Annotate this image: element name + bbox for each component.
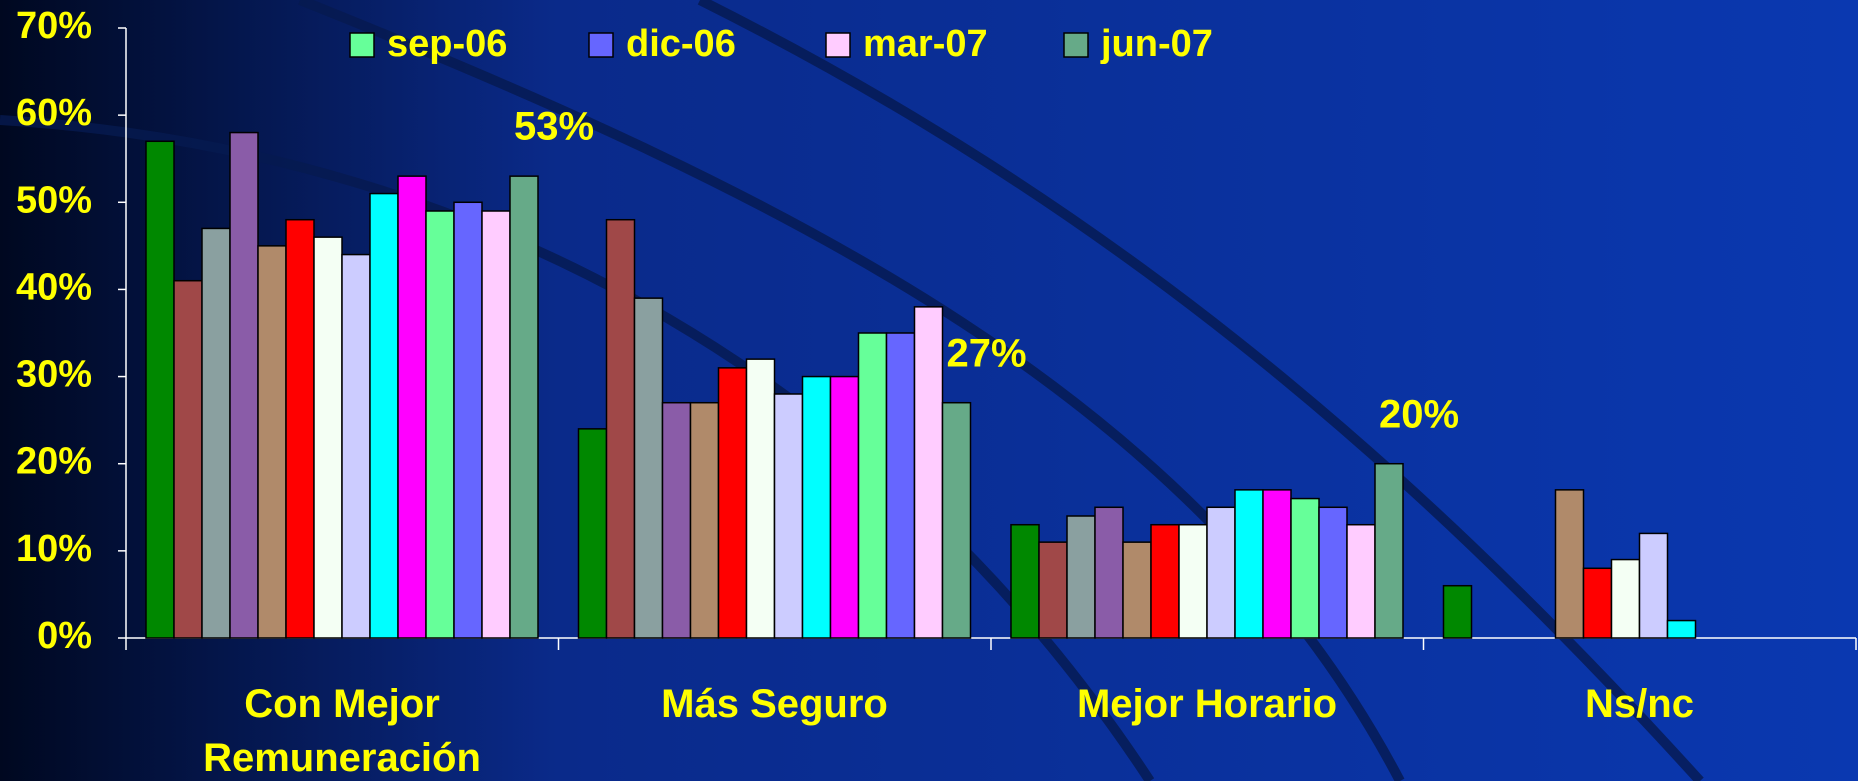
legend-label: mar-07 xyxy=(863,23,988,65)
bar xyxy=(313,236,343,639)
bar xyxy=(605,218,636,639)
bar xyxy=(453,201,483,639)
bar xyxy=(1582,567,1613,639)
y-tick-label: 20% xyxy=(16,441,92,483)
bar xyxy=(1122,541,1152,639)
bar xyxy=(885,332,916,639)
legend-swatch xyxy=(349,32,375,58)
legend-label: sep-06 xyxy=(387,23,507,65)
bar xyxy=(801,375,832,639)
y-tick-label: 60% xyxy=(16,92,92,134)
bar xyxy=(1638,532,1669,639)
bar xyxy=(1666,619,1697,639)
data-label: 27% xyxy=(946,331,1026,375)
y-tick-label: 0% xyxy=(37,615,92,657)
bar xyxy=(201,227,231,639)
bar xyxy=(913,306,944,639)
y-tick-label: 10% xyxy=(16,528,92,570)
legend-swatch xyxy=(588,32,614,58)
bar xyxy=(829,375,860,639)
bar xyxy=(1442,584,1473,639)
bar xyxy=(509,175,539,639)
bar xyxy=(717,367,748,639)
bar xyxy=(1262,489,1292,639)
bar xyxy=(1346,523,1376,639)
x-tick-label: Con Mejor Remuneración xyxy=(203,682,481,780)
bar xyxy=(1206,506,1236,639)
data-label: 53% xyxy=(514,105,594,149)
y-tick-label: 70% xyxy=(16,5,92,47)
bar xyxy=(1374,462,1404,639)
bar xyxy=(745,358,776,639)
bar xyxy=(1234,489,1264,639)
x-tick-label: Ns/nc xyxy=(1585,682,1694,726)
bar xyxy=(1066,515,1096,639)
bar xyxy=(481,210,511,639)
bar xyxy=(369,192,399,639)
bar xyxy=(285,218,315,639)
bar xyxy=(341,253,371,639)
bar xyxy=(257,245,287,639)
bar xyxy=(1150,523,1180,639)
bar xyxy=(1610,558,1641,639)
y-tick-label: 30% xyxy=(16,354,92,396)
y-tick-label: 50% xyxy=(16,179,92,221)
bar xyxy=(857,332,888,639)
bar xyxy=(1290,497,1320,639)
bar xyxy=(941,401,972,639)
legend-label: jun-07 xyxy=(1100,23,1213,65)
bar xyxy=(425,210,455,639)
legend-swatch xyxy=(1063,32,1089,58)
x-tick-label: Mejor Horario xyxy=(1076,682,1338,726)
bar xyxy=(773,393,804,639)
bar xyxy=(173,279,203,639)
data-label: 20% xyxy=(1379,392,1459,436)
y-tick-label: 40% xyxy=(16,266,92,308)
bar xyxy=(1178,523,1208,639)
bar xyxy=(229,131,259,639)
x-tick-label: Más Seguro xyxy=(661,682,888,726)
bar xyxy=(577,428,608,639)
bar xyxy=(1554,489,1585,639)
bar xyxy=(1094,506,1124,639)
legend-swatch xyxy=(825,32,851,58)
bar xyxy=(1038,541,1068,639)
bar xyxy=(397,175,427,639)
bar xyxy=(661,401,692,639)
bar xyxy=(1010,523,1040,639)
bar xyxy=(145,140,175,639)
bar xyxy=(689,401,720,639)
legend-label: dic-06 xyxy=(626,23,736,65)
bar xyxy=(633,297,664,639)
bar xyxy=(1318,506,1348,639)
